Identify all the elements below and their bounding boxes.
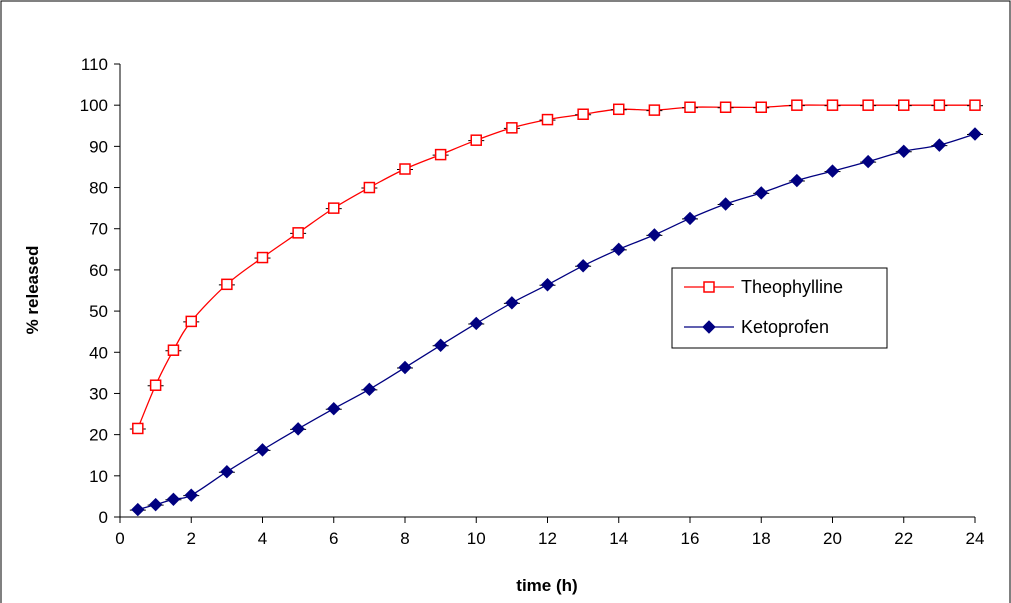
- x-tick-label: 0: [115, 529, 124, 548]
- theophylline-point: [400, 164, 410, 174]
- theophylline-point: [507, 123, 517, 133]
- theophylline-point: [222, 279, 232, 289]
- x-tick-label: 12: [538, 529, 557, 548]
- theophylline-point: [436, 150, 446, 160]
- theophylline-point: [151, 380, 161, 390]
- y-tick-label: 30: [89, 384, 108, 403]
- y-tick-label: 100: [80, 96, 108, 115]
- theophylline-point: [685, 102, 695, 112]
- legend-marker-theophylline: [704, 282, 714, 292]
- theophylline-point: [934, 100, 944, 110]
- y-tick-label: 80: [89, 179, 108, 198]
- theophylline-point: [970, 100, 980, 110]
- x-tick-label: 2: [187, 529, 196, 548]
- theophylline-point: [721, 102, 731, 112]
- legend: Theophylline Ketoprofen: [672, 268, 887, 348]
- theophylline-point: [899, 100, 909, 110]
- theophylline-point: [863, 100, 873, 110]
- theophylline-point: [471, 135, 481, 145]
- theophylline-point: [543, 115, 553, 125]
- y-tick-label: 90: [89, 137, 108, 156]
- y-tick-label: 20: [89, 426, 108, 445]
- y-axis-title: % released: [23, 246, 42, 335]
- theophylline-point: [614, 104, 624, 114]
- x-tick-label: 14: [609, 529, 628, 548]
- y-tick-label: 40: [89, 343, 108, 362]
- x-axis-title: time (h): [516, 576, 577, 595]
- legend-label-ketoprofen: Ketoprofen: [741, 317, 829, 337]
- x-tick-label: 16: [681, 529, 700, 548]
- theophylline-point: [364, 183, 374, 193]
- y-tick-label: 60: [89, 261, 108, 280]
- x-tick-label: 6: [329, 529, 338, 548]
- legend-label-theophylline: Theophylline: [741, 277, 843, 297]
- theophylline-point: [792, 100, 802, 110]
- y-tick-label: 70: [89, 220, 108, 239]
- x-tick-label: 18: [752, 529, 771, 548]
- x-tick-label: 4: [258, 529, 267, 548]
- y-tick-label: 0: [99, 508, 108, 527]
- theophylline-point: [649, 105, 659, 115]
- theophylline-point: [578, 109, 588, 119]
- x-tick-label: 24: [966, 529, 985, 548]
- theophylline-point: [293, 228, 303, 238]
- x-tick-label: 20: [823, 529, 842, 548]
- y-tick-label: 10: [89, 467, 108, 486]
- theophylline-point: [258, 253, 268, 263]
- theophylline-point: [828, 100, 838, 110]
- theophylline-point: [756, 102, 766, 112]
- x-tick-label: 10: [467, 529, 486, 548]
- theophylline-point: [168, 345, 178, 355]
- x-tick-label: 8: [400, 529, 409, 548]
- theophylline-point: [329, 203, 339, 213]
- x-tick-label: 22: [894, 529, 913, 548]
- y-tick-label: 50: [89, 302, 108, 321]
- theophylline-point: [133, 423, 143, 433]
- y-tick-label: 110: [81, 55, 108, 74]
- theophylline-point: [186, 316, 196, 326]
